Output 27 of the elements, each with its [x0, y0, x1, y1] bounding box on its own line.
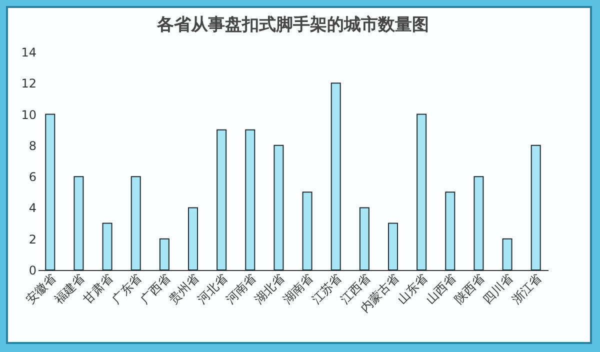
- bar: [188, 207, 198, 270]
- y-tick-label: 0: [28, 264, 36, 278]
- bar: [74, 176, 84, 270]
- bar: [416, 114, 427, 270]
- y-tick-label: 2: [28, 232, 36, 246]
- y-tick-label: 8: [28, 138, 36, 153]
- chart-title: 各省从事盘扣式脚手架的城市数量图: [156, 15, 429, 35]
- bar: [502, 238, 512, 270]
- bar: [130, 176, 141, 270]
- bar: [359, 207, 370, 270]
- bar: [474, 176, 484, 270]
- bar: [45, 114, 56, 270]
- bar: [245, 129, 256, 270]
- y-tick-label: 10: [21, 108, 36, 122]
- y-tick-label: 6: [28, 170, 36, 184]
- bar: [530, 144, 541, 270]
- bar: [274, 144, 284, 270]
- bar: [388, 222, 398, 270]
- bar: [216, 129, 227, 270]
- bar: [445, 192, 456, 270]
- bar: [159, 238, 170, 270]
- bar: [102, 222, 112, 270]
- y-tick-label: 4: [28, 201, 36, 216]
- y-tick-label: 14: [21, 46, 36, 60]
- bar: [302, 192, 312, 270]
- bar: [330, 82, 341, 270]
- y-tick-label: 12: [21, 76, 36, 91]
